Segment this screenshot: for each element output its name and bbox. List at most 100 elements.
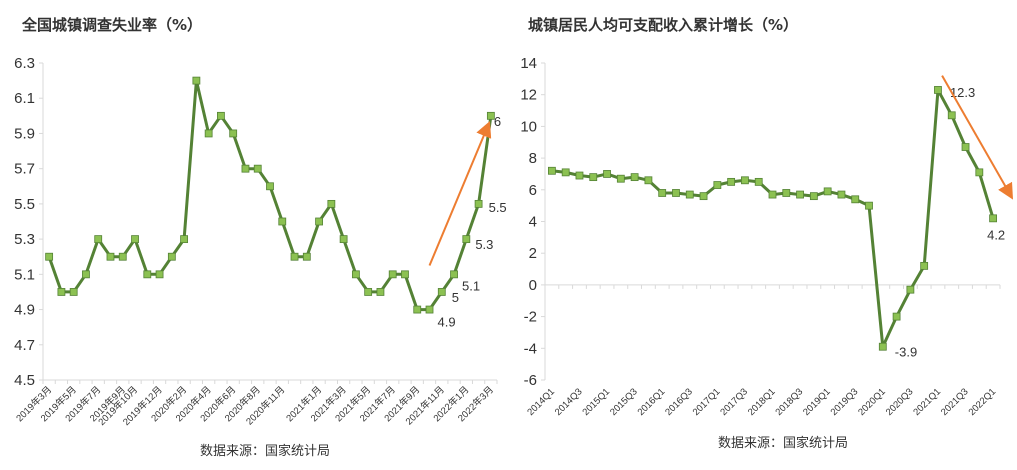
data-point — [920, 261, 929, 270]
data-point — [603, 170, 611, 178]
data-point — [253, 164, 262, 173]
data-point — [892, 312, 901, 321]
data-point — [241, 164, 250, 173]
data-point — [906, 285, 915, 294]
data-point — [118, 252, 127, 261]
data-point — [754, 177, 763, 186]
data-point — [547, 166, 556, 175]
data-point — [425, 305, 434, 314]
data-point — [204, 129, 213, 138]
data-point — [713, 181, 722, 189]
x-tick-label: 2021Q1 — [911, 386, 943, 418]
x-tick-label: 2020Q1 — [856, 386, 888, 418]
data-point — [630, 173, 639, 182]
x-tick-label: 2018Q1 — [746, 386, 778, 418]
data-point — [561, 168, 570, 177]
data-point — [685, 190, 694, 199]
y-tick-label: 5.3 — [14, 231, 35, 248]
x-tick-label: 2016Q3 — [663, 386, 695, 418]
y-tick-label: 6.1 — [14, 90, 35, 107]
data-point — [865, 201, 873, 210]
data-point — [94, 235, 103, 244]
data-point — [131, 235, 139, 244]
x-tick-label: 2022Q1 — [967, 386, 999, 418]
data-label: 4.9 — [438, 315, 456, 330]
data-label: 5 — [452, 290, 459, 305]
y-tick-label: 4.9 — [14, 302, 35, 319]
data-label: 5.1 — [462, 278, 480, 293]
series-line — [551, 88, 995, 349]
data-point — [167, 252, 176, 261]
y-tick-label: 0 — [529, 277, 537, 294]
data-point — [229, 129, 238, 138]
y-tick-label: 14 — [520, 55, 537, 72]
data-point — [796, 190, 804, 199]
data-point — [437, 288, 446, 296]
data-point — [741, 176, 749, 185]
data-point — [961, 143, 970, 151]
y-tick-label: 5.1 — [14, 266, 35, 283]
data-label: -3.9 — [895, 345, 917, 360]
data-point — [69, 288, 78, 296]
data-point — [143, 270, 152, 279]
data-point — [327, 199, 336, 208]
x-tick-label: 2016Q1 — [636, 386, 668, 418]
y-tick-label: 5.5 — [14, 196, 35, 213]
data-point — [989, 214, 998, 223]
data-point — [616, 174, 625, 183]
left-chart-title: 全国城镇调查失业率（%） — [22, 16, 203, 34]
x-tick-label: 2018Q3 — [774, 386, 806, 418]
data-label: 5.5 — [489, 200, 507, 215]
data-point — [727, 177, 736, 186]
data-point — [376, 288, 385, 296]
data-point — [401, 270, 409, 279]
data-point — [192, 76, 201, 85]
right-chart-title: 城镇居民人均可支配收入累计增长（%） — [528, 16, 799, 34]
y-tick-label: 8 — [529, 150, 537, 167]
y-tick-label: 5.7 — [14, 161, 35, 178]
data-point — [278, 217, 287, 226]
data-point — [589, 173, 598, 182]
x-tick-label: 2021Q3 — [939, 386, 971, 418]
data-point — [351, 270, 360, 279]
data-point — [82, 270, 90, 279]
data-point — [837, 190, 846, 199]
y-tick-label: 2 — [529, 245, 537, 262]
data-point — [315, 217, 323, 226]
x-tick-label: 2019Q3 — [829, 386, 861, 418]
data-point — [155, 270, 164, 279]
data-point — [768, 190, 777, 199]
y-tick-label: -6 — [524, 372, 537, 389]
data-point — [106, 252, 115, 261]
trend-arrow — [428, 120, 492, 266]
data-point — [462, 235, 471, 244]
y-tick-label: 6 — [529, 182, 537, 199]
data-point — [450, 270, 458, 279]
data-point — [851, 195, 860, 204]
y-tick-label: 10 — [520, 118, 537, 135]
data-point — [934, 86, 942, 94]
data-point — [809, 192, 818, 201]
data-point — [644, 176, 653, 185]
data-point — [975, 168, 984, 177]
trend-arrow — [941, 75, 1014, 200]
data-label: 5.3 — [475, 237, 493, 252]
left-data-source: 数据来源：国家统计局 — [200, 444, 331, 459]
x-tick-label: 2014Q3 — [553, 386, 585, 418]
y-tick-label: 4.7 — [14, 337, 35, 354]
x-tick-label: 2020Q3 — [884, 386, 916, 418]
x-tick-label: 2015Q1 — [580, 386, 612, 418]
x-tick-label: 2017Q3 — [718, 386, 750, 418]
data-label: 12.3 — [950, 85, 975, 100]
data-point — [474, 199, 483, 208]
data-point — [699, 192, 708, 201]
data-point — [302, 252, 311, 261]
y-tick-label: 4.5 — [14, 372, 35, 389]
data-point — [658, 189, 667, 197]
y-tick-label: 5.9 — [14, 125, 35, 142]
data-point — [823, 187, 832, 196]
data-label: 6 — [494, 114, 501, 129]
y-tick-label: 12 — [520, 87, 537, 104]
